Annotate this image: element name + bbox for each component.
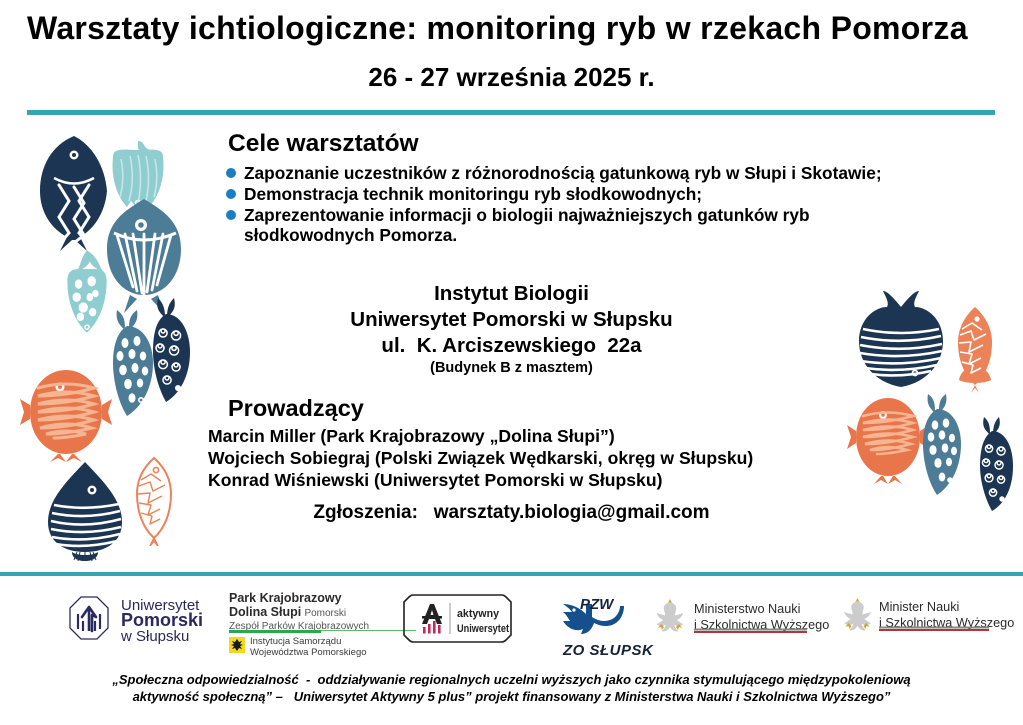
svg-text:aktywny: aktywny: [457, 608, 500, 620]
svg-text:PZW: PZW: [580, 596, 615, 613]
svg-text:Uniwersytet: Uniwersytet: [457, 623, 509, 635]
